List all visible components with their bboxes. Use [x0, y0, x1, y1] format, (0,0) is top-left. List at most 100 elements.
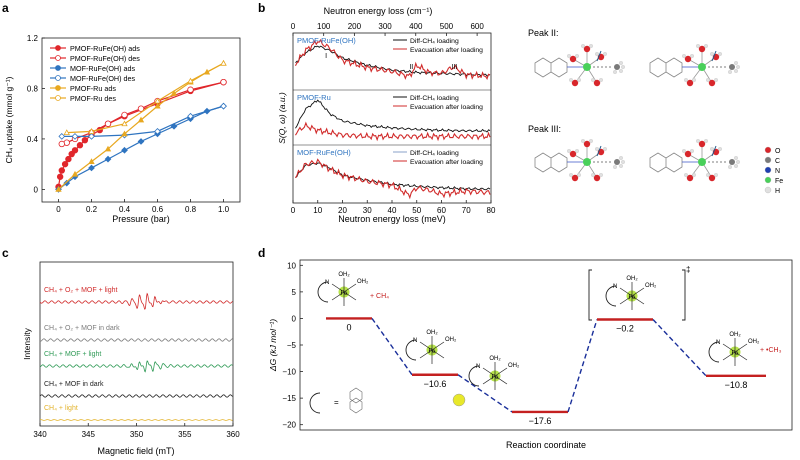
data-point	[63, 179, 71, 187]
panel-b-frame	[292, 32, 492, 204]
hydrogen-atom	[569, 173, 573, 177]
x-tick-label: 30	[363, 206, 372, 215]
bond	[619, 287, 633, 297]
epr-trace	[39, 292, 233, 310]
y-tick-label: 1.2	[27, 34, 39, 43]
iron-atom	[583, 158, 591, 166]
y-tick-label: 10	[287, 261, 296, 270]
energy-label: −17.6	[529, 416, 552, 426]
spectrum-line	[295, 162, 491, 191]
x-tick-label: 0.2	[86, 205, 98, 214]
legend-equals: =	[334, 398, 339, 407]
hydrogen-atom	[613, 70, 617, 74]
oxygen-atom	[571, 174, 579, 182]
hydrogen-atom	[682, 149, 686, 153]
y-tick-label: −20	[282, 421, 296, 430]
data-point	[63, 129, 70, 136]
energy-label: 0	[346, 322, 351, 332]
subplot-title: PMOF-Ru	[297, 93, 331, 102]
legend-label: PMOF-RuFe(OH) ads	[70, 44, 140, 53]
hydrogen-atom	[684, 173, 688, 177]
panel-b: Neutron energy loss (cm⁻¹) 0 100 200 300 400…	[277, 6, 496, 224]
panel-a-xlabel: Pressure (bar)	[112, 214, 170, 224]
hydrogen-atom	[595, 147, 599, 151]
legend-label: Evacuation after loading	[410, 159, 483, 166]
bond	[494, 375, 508, 385]
legend-label: PMOF-Ru ads	[70, 84, 116, 93]
connector	[457, 374, 513, 413]
x-tick-label: 60	[437, 206, 446, 215]
hydrogen-atom	[621, 160, 625, 164]
panel-b-subplot-labels: PMOF-RuFe(OH) Diff-CH₄ loading Evacuation …	[297, 36, 483, 166]
ligand-label: OH₂	[748, 339, 760, 345]
ligand-rings	[534, 152, 568, 173]
bidentate-arc	[468, 365, 480, 387]
y-tick-label: 5	[292, 288, 297, 297]
hydrogen-atom	[577, 173, 581, 177]
product-label: + •CH₃	[760, 347, 782, 354]
legend-label: PMOF-Ru des	[70, 94, 116, 103]
hydrogen-atom	[690, 54, 694, 58]
bond	[619, 295, 633, 305]
bond	[419, 349, 433, 359]
legend-label: MOF-RuFe(OH) des	[70, 74, 135, 83]
subplot-title: PMOF-RuFe(OH)	[297, 36, 356, 45]
oxygen-atom	[684, 150, 692, 158]
connector	[567, 319, 598, 413]
hydrogen-atom	[692, 78, 696, 82]
x-tick-label: 80	[487, 206, 496, 215]
atom-label: Fe	[775, 178, 783, 185]
panel-label-c: c	[2, 246, 9, 260]
hydrogen-atom	[696, 44, 700, 48]
x2-tick-label: 200	[348, 22, 362, 31]
panel-b-xlabel: Neutron energy loss (meV)	[338, 214, 446, 224]
hydrogen-atom	[736, 160, 740, 164]
ligand-label: OH₂	[357, 279, 369, 285]
bidentate-arc	[317, 281, 329, 303]
hydrogen-atom	[591, 78, 595, 82]
epr-trace	[39, 394, 233, 398]
epr-trace	[39, 338, 233, 342]
hydrogen-atom	[599, 78, 603, 82]
y-tick-label: 0.8	[27, 84, 39, 93]
legend-marker	[55, 85, 61, 91]
data-point	[220, 78, 227, 86]
panel-a-ticks: 0 0.2 0.4 0.6 0.8 1.0 0 0.4 0.8 1.2	[27, 34, 230, 214]
bond	[734, 351, 748, 361]
x2-tick-label: 300	[378, 22, 392, 31]
spectrum-line	[295, 121, 491, 142]
carbon-atom	[614, 64, 620, 70]
hydrogen-atom	[736, 65, 740, 69]
legend-label: Evacuation after loading	[410, 47, 483, 54]
hydrogen-atom	[734, 156, 738, 160]
data-point	[76, 142, 84, 149]
x2-tick-label: 600	[470, 22, 484, 31]
x-tick-label: 0.4	[119, 205, 131, 214]
data-point	[121, 146, 128, 154]
ligand-label: N	[613, 284, 617, 290]
bond	[343, 291, 357, 301]
data-point	[187, 86, 194, 93]
oxygen-atom	[698, 45, 706, 53]
x-tick-label: 0.6	[152, 205, 164, 214]
bidentate-arc	[405, 339, 417, 361]
panel-b-series	[294, 38, 491, 200]
x-tick-label: 0	[56, 205, 61, 214]
peak-label: III	[451, 64, 457, 71]
x-tick-label: 1.0	[218, 205, 230, 214]
hydrogen-atom	[684, 78, 688, 82]
panel-d-series: 0 −10.6 −17.6 −0.2 −10.8	[326, 317, 766, 426]
atom-label: H	[775, 188, 780, 195]
data-point	[104, 145, 112, 152]
hydrogen-atom	[734, 69, 738, 73]
series-line	[66, 62, 224, 134]
bond	[631, 295, 645, 305]
x-tick-label: 360	[226, 430, 240, 439]
hydrogen-atom	[714, 78, 718, 82]
panel-d-structures: FeOH₂OH₂NFeOH₂OH₂NFeOH₂OH₂NFeOH₂OH₂NFeOH…	[309, 265, 782, 414]
legend-label: MOF-RuFe(OH) ads	[70, 64, 135, 73]
light-bulb-icon	[452, 393, 466, 407]
ligand-label: OH₂	[645, 283, 657, 289]
trace-label: CH₄ + MOF in dark	[44, 381, 104, 388]
molecule-drawings	[534, 44, 740, 182]
